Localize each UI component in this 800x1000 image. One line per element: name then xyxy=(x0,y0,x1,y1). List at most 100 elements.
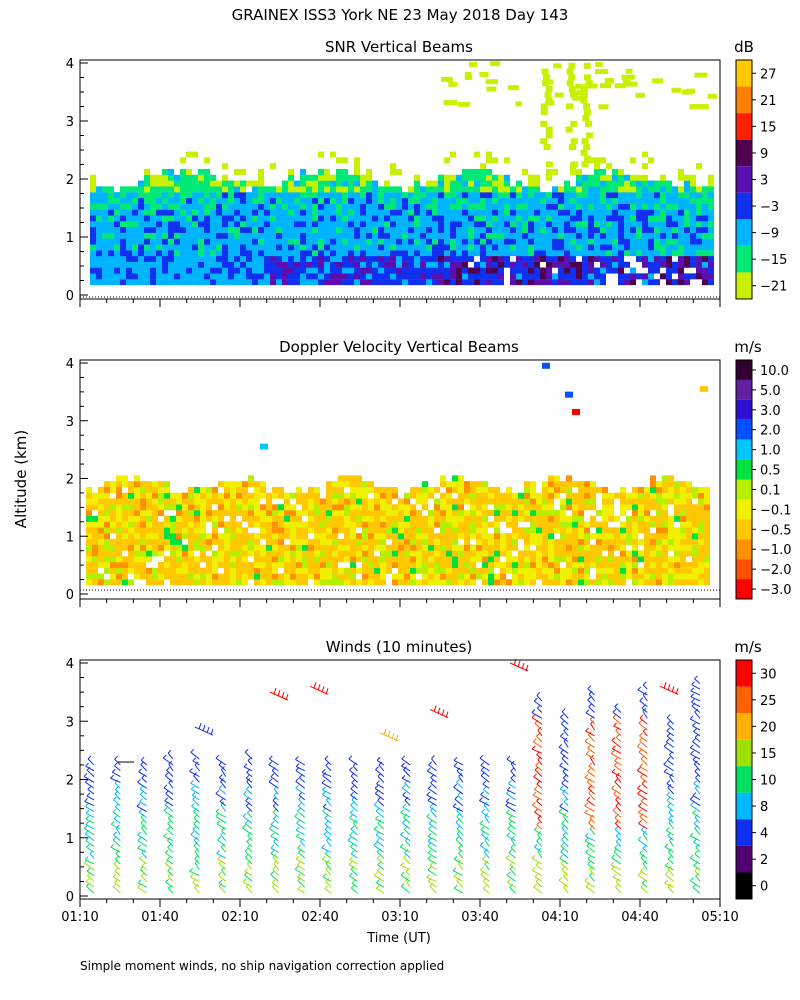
doppler-cell xyxy=(392,533,398,540)
wind-barb xyxy=(588,706,595,713)
snr-cell xyxy=(378,186,384,193)
snr-cell xyxy=(102,197,108,204)
doppler-cell xyxy=(518,492,524,499)
snr-cell xyxy=(540,273,546,280)
doppler-cell xyxy=(644,538,650,545)
doppler-cell xyxy=(470,556,476,563)
doppler-cell xyxy=(326,486,332,493)
snr-cell xyxy=(654,279,660,286)
snr-cell xyxy=(138,209,144,216)
wind-barb xyxy=(401,765,411,772)
snr-cell xyxy=(198,203,204,210)
doppler-cell xyxy=(446,527,452,534)
doppler-cell xyxy=(140,504,146,511)
snr-cell xyxy=(408,209,414,216)
snr-cell xyxy=(588,203,594,210)
snr-cell xyxy=(498,279,504,286)
snr-cell xyxy=(396,197,402,204)
snr-cell xyxy=(402,215,408,222)
snr-cell xyxy=(642,215,648,222)
snr-cell xyxy=(270,244,276,251)
doppler-cell xyxy=(164,562,170,569)
wind-barb xyxy=(611,788,622,795)
wind-barb-flag xyxy=(87,755,92,760)
snr-cell xyxy=(384,273,390,280)
snr-cell xyxy=(300,215,306,222)
doppler-cell xyxy=(170,544,176,551)
doppler-cell xyxy=(512,492,518,499)
wind-barb xyxy=(456,816,464,824)
snr-cell xyxy=(186,168,192,175)
doppler-cell xyxy=(602,515,608,522)
snr-cell xyxy=(438,197,444,204)
snr-cell xyxy=(372,232,378,239)
snr-cell xyxy=(354,192,360,199)
snr-cell xyxy=(426,273,432,280)
doppler-cell xyxy=(416,550,422,557)
snr-cell xyxy=(234,232,240,239)
wind-barb xyxy=(587,771,595,777)
wind-barb xyxy=(373,874,385,882)
snr-cell xyxy=(210,273,216,280)
wind-barb xyxy=(453,786,464,795)
wind-barb-flag xyxy=(165,878,170,883)
doppler-cell xyxy=(242,492,248,499)
doppler-cell xyxy=(248,544,254,551)
snr-cell xyxy=(198,197,204,204)
doppler-cell xyxy=(482,504,488,511)
doppler-cell xyxy=(422,521,428,528)
doppler-cell xyxy=(242,538,248,545)
snr-cell xyxy=(426,192,432,199)
snr-cell xyxy=(360,261,366,268)
wind-barb-flag xyxy=(559,785,564,790)
colorbar-label: 1.0 xyxy=(760,444,781,459)
doppler-cell xyxy=(176,573,182,580)
doppler-cell xyxy=(110,556,116,563)
wind-barb-flag xyxy=(114,755,118,760)
snr-cell xyxy=(462,174,468,181)
doppler-cell xyxy=(122,573,128,580)
doppler-cell xyxy=(422,573,428,580)
doppler-cell xyxy=(326,567,332,574)
doppler-cell xyxy=(290,504,296,511)
snr-cell xyxy=(126,221,132,228)
wind-barb xyxy=(115,853,121,859)
snr-cell xyxy=(330,192,336,199)
doppler-cell xyxy=(416,527,422,534)
wind-barb xyxy=(482,858,490,865)
snr-cell xyxy=(210,186,216,193)
wind-barb-flag xyxy=(429,803,434,808)
wind-barb xyxy=(403,817,411,824)
doppler-cell xyxy=(314,550,320,557)
snr-cell xyxy=(444,226,450,233)
snr-cell xyxy=(558,267,564,274)
wind-barb xyxy=(510,777,516,783)
snr-cell xyxy=(630,215,636,222)
doppler-cell xyxy=(632,550,638,557)
wind-barb xyxy=(531,717,543,725)
doppler-cell xyxy=(92,527,98,534)
colorbar-label: 3 xyxy=(760,174,768,189)
doppler-cell xyxy=(488,486,494,493)
doppler-cell xyxy=(700,385,708,392)
snr-cell xyxy=(420,215,426,222)
doppler-cell xyxy=(698,573,704,580)
snr-cell xyxy=(258,232,264,239)
snr-cell xyxy=(276,215,282,222)
snr-cell xyxy=(354,226,360,233)
wind-barb-flag xyxy=(431,755,435,760)
doppler-cell xyxy=(572,562,578,569)
snr-cell xyxy=(336,157,342,164)
doppler-cell xyxy=(404,533,410,540)
wind-barb xyxy=(562,771,569,777)
snr-cell xyxy=(186,209,192,216)
doppler-cell xyxy=(290,579,296,586)
snr-cell xyxy=(582,261,588,268)
wind-barb xyxy=(484,863,490,871)
wind-barb-flag xyxy=(112,873,117,878)
wind-barb xyxy=(610,753,622,760)
snr-cell xyxy=(642,232,648,239)
doppler-cell xyxy=(650,521,656,528)
doppler-cell xyxy=(554,515,560,522)
snr-cell xyxy=(258,250,264,257)
